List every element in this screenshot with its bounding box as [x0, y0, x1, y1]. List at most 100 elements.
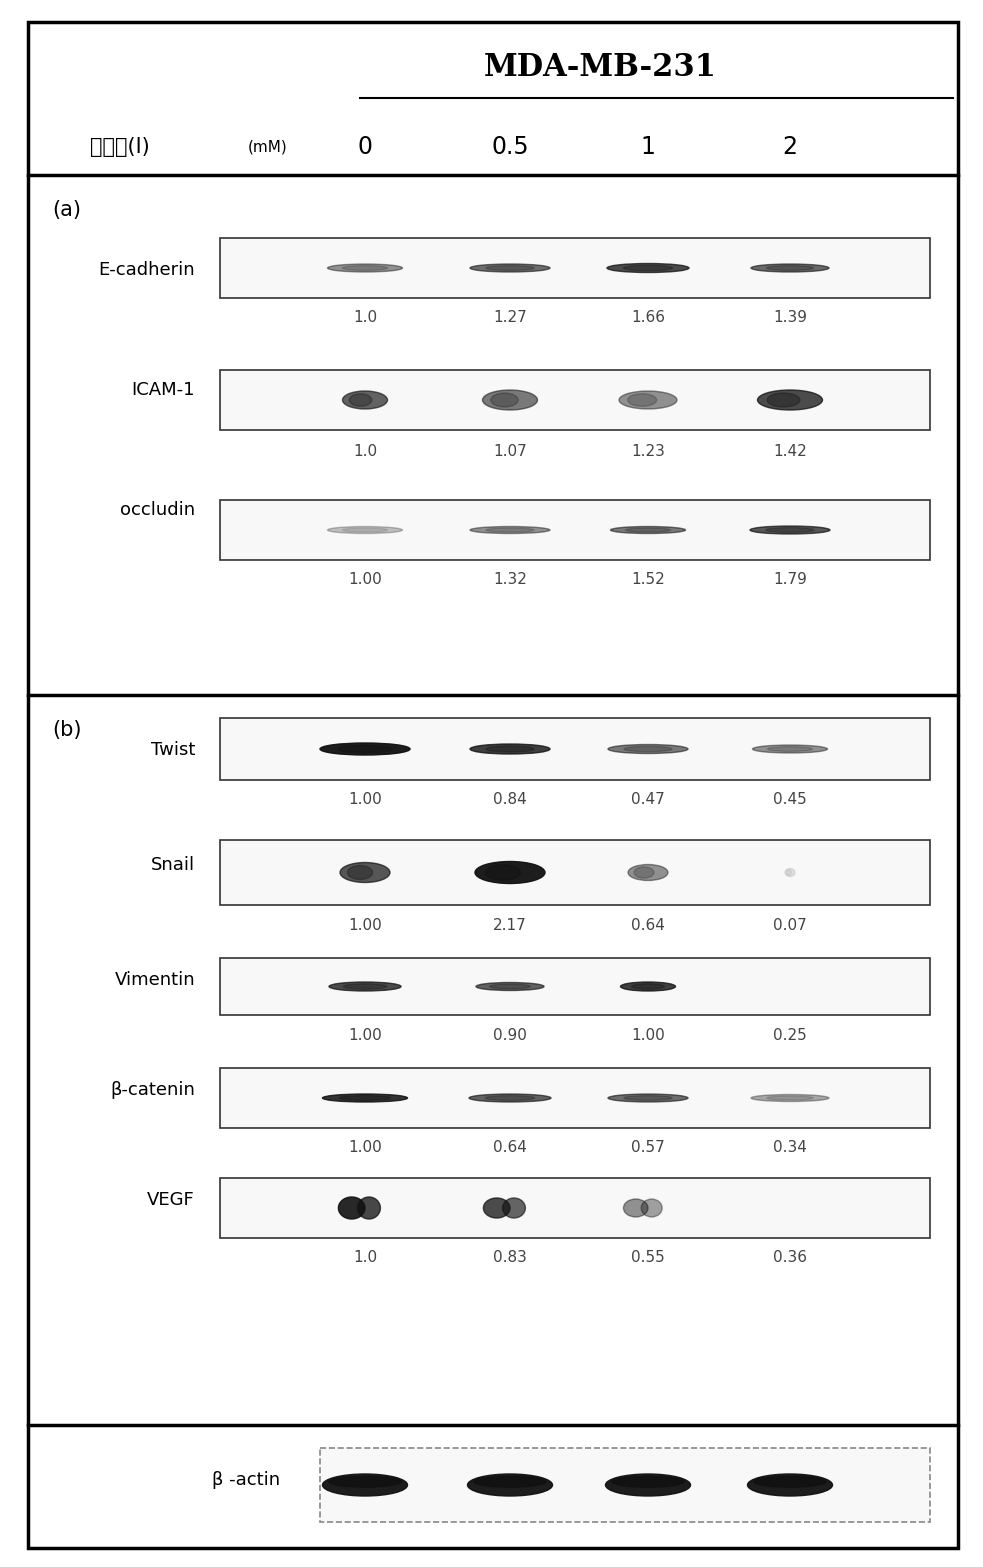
Text: 2.17: 2.17 — [493, 918, 527, 932]
Ellipse shape — [486, 1095, 535, 1100]
Text: 1.07: 1.07 — [493, 445, 527, 459]
Text: 1.66: 1.66 — [631, 310, 665, 326]
Text: 0.64: 0.64 — [631, 918, 665, 932]
Ellipse shape — [340, 862, 390, 882]
Text: 1.00: 1.00 — [348, 1028, 381, 1042]
Ellipse shape — [486, 528, 534, 533]
Text: 0.84: 0.84 — [493, 793, 527, 807]
Bar — [220, 840, 930, 906]
Text: 0.47: 0.47 — [631, 793, 665, 807]
Ellipse shape — [322, 1094, 408, 1102]
Ellipse shape — [338, 1197, 365, 1219]
Ellipse shape — [608, 1094, 688, 1102]
Ellipse shape — [475, 862, 545, 884]
Ellipse shape — [320, 743, 410, 755]
Ellipse shape — [342, 265, 387, 271]
Text: 1.39: 1.39 — [773, 310, 807, 326]
Ellipse shape — [342, 392, 387, 409]
Text: 0.55: 0.55 — [631, 1250, 665, 1266]
Ellipse shape — [486, 746, 534, 752]
Text: 0.45: 0.45 — [773, 793, 807, 807]
Bar — [220, 957, 930, 1015]
Bar — [220, 500, 930, 559]
Ellipse shape — [607, 263, 689, 273]
Ellipse shape — [631, 984, 665, 989]
Text: 1.79: 1.79 — [773, 572, 807, 588]
Text: 1.23: 1.23 — [631, 445, 665, 459]
Text: 0.64: 0.64 — [493, 1141, 527, 1155]
Ellipse shape — [476, 983, 544, 990]
Ellipse shape — [754, 1476, 826, 1487]
Ellipse shape — [751, 263, 829, 273]
Text: 0.36: 0.36 — [773, 1250, 807, 1266]
Ellipse shape — [628, 865, 668, 881]
Ellipse shape — [486, 265, 534, 271]
Text: 1.52: 1.52 — [631, 572, 665, 588]
Text: β -actin: β -actin — [212, 1471, 280, 1489]
Text: β-catenin: β-catenin — [110, 1081, 195, 1098]
Ellipse shape — [486, 865, 521, 881]
Ellipse shape — [327, 263, 402, 273]
Ellipse shape — [470, 744, 550, 754]
Text: 1.0: 1.0 — [353, 1250, 377, 1266]
Ellipse shape — [484, 1199, 510, 1218]
Ellipse shape — [620, 983, 675, 990]
Text: 1.00: 1.00 — [631, 1028, 665, 1042]
Ellipse shape — [786, 870, 791, 876]
Text: MDA-MB-231: MDA-MB-231 — [484, 53, 717, 83]
Text: E-cadherin: E-cadherin — [98, 262, 195, 279]
Ellipse shape — [358, 1197, 380, 1219]
Ellipse shape — [641, 1199, 663, 1218]
Text: 1.00: 1.00 — [348, 793, 381, 807]
Text: 1.0: 1.0 — [353, 445, 377, 459]
Ellipse shape — [785, 868, 795, 876]
Ellipse shape — [348, 865, 373, 879]
Ellipse shape — [329, 1476, 401, 1487]
Ellipse shape — [624, 1095, 672, 1100]
Text: VEGF: VEGF — [147, 1191, 195, 1210]
Ellipse shape — [608, 744, 688, 754]
Ellipse shape — [753, 744, 828, 754]
Text: 0: 0 — [358, 135, 373, 158]
Text: (a): (a) — [52, 201, 81, 219]
Ellipse shape — [624, 746, 672, 752]
Text: Vimentin: Vimentin — [114, 972, 195, 989]
Ellipse shape — [611, 1476, 684, 1487]
Ellipse shape — [750, 527, 830, 534]
Text: (b): (b) — [52, 719, 82, 740]
Ellipse shape — [322, 1475, 408, 1496]
Text: 0.90: 0.90 — [493, 1028, 527, 1042]
Text: 1.00: 1.00 — [348, 1141, 381, 1155]
Text: 1.00: 1.00 — [348, 572, 381, 588]
Ellipse shape — [628, 393, 657, 406]
Ellipse shape — [758, 390, 823, 411]
Ellipse shape — [339, 1095, 390, 1100]
Bar — [220, 1178, 930, 1238]
Ellipse shape — [502, 1199, 525, 1218]
Ellipse shape — [483, 390, 538, 411]
Bar — [220, 718, 930, 780]
Text: ICAM-1: ICAM-1 — [132, 381, 195, 400]
Ellipse shape — [623, 1199, 648, 1218]
Ellipse shape — [619, 392, 677, 409]
Ellipse shape — [329, 983, 401, 990]
Text: 0.83: 0.83 — [493, 1250, 527, 1266]
Text: 化合物(I): 化合物(I) — [90, 136, 149, 157]
Text: 0.57: 0.57 — [631, 1141, 665, 1155]
Text: 2: 2 — [782, 135, 797, 158]
Text: Twist: Twist — [150, 741, 195, 758]
Text: 0.07: 0.07 — [773, 918, 807, 932]
Ellipse shape — [469, 1094, 551, 1102]
Text: 1.32: 1.32 — [493, 572, 527, 588]
Ellipse shape — [623, 265, 672, 271]
Text: 1.0: 1.0 — [353, 310, 377, 326]
Ellipse shape — [349, 393, 372, 406]
Ellipse shape — [343, 984, 386, 989]
Ellipse shape — [491, 393, 518, 407]
Text: 1: 1 — [641, 135, 656, 158]
Text: (mM): (mM) — [248, 139, 288, 155]
Ellipse shape — [768, 746, 813, 752]
Ellipse shape — [338, 746, 392, 752]
Text: Snail: Snail — [150, 856, 195, 874]
Ellipse shape — [766, 528, 814, 533]
